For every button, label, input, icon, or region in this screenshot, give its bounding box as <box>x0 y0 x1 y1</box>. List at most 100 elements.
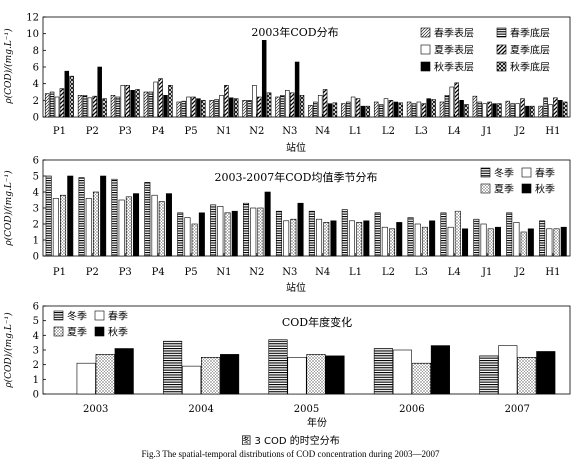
bar <box>498 345 518 395</box>
x-axis-label: 年份 <box>307 416 327 429</box>
bar <box>487 228 494 257</box>
y-tick-label: 0 <box>33 113 39 124</box>
bar <box>165 193 172 257</box>
bar <box>360 105 366 118</box>
bar <box>411 362 431 395</box>
bar <box>406 101 412 118</box>
bar <box>97 66 102 118</box>
bar <box>210 204 217 257</box>
bar <box>332 102 338 118</box>
legend-label: 冬季 <box>67 310 87 323</box>
bar <box>539 220 546 257</box>
bar <box>49 91 55 118</box>
bar <box>444 95 450 118</box>
bar <box>252 85 257 118</box>
bar <box>100 175 107 257</box>
bar <box>250 207 257 257</box>
x-category-label: 2003 <box>83 404 108 415</box>
bar <box>543 97 548 118</box>
y-axis-label: ρ(COD)/(mg.L⁻¹) <box>3 170 14 247</box>
bar <box>381 226 388 257</box>
bar <box>76 362 96 395</box>
y-tick-label: 1 <box>33 375 39 386</box>
bar <box>111 178 118 257</box>
legend-swatch <box>521 167 532 178</box>
bar <box>120 85 126 118</box>
bar <box>487 101 492 118</box>
bar <box>176 101 182 118</box>
bar <box>229 97 234 118</box>
bar <box>383 98 389 118</box>
x-category-label: J1 <box>481 267 492 278</box>
bar <box>45 175 52 257</box>
bar <box>287 357 307 395</box>
y-tick-label: 5 <box>33 172 39 183</box>
y-tick-label: 4 <box>33 188 39 199</box>
bar <box>517 357 537 395</box>
chart-title: 2003-2007年COD均值季节分布 <box>215 170 378 184</box>
bar <box>242 100 247 118</box>
legend-swatch <box>420 61 431 72</box>
legend-swatch <box>53 310 64 321</box>
bar <box>114 348 134 395</box>
bar <box>454 82 459 118</box>
legend-label: 夏季 <box>494 184 514 196</box>
y-tick-label: 4 <box>33 331 39 342</box>
bar <box>345 101 351 118</box>
x-category-label: L4 <box>448 267 461 278</box>
legend-label: 夏季表层 <box>434 44 474 57</box>
legend-label: 夏季 <box>67 327 87 339</box>
bar <box>421 103 427 118</box>
bar <box>110 95 116 118</box>
y-tick-label: 5 <box>33 316 39 327</box>
x-category-label: N1 <box>216 267 231 278</box>
bar <box>392 349 412 395</box>
bar <box>191 223 198 257</box>
legend-label: 夏季底层 <box>510 44 550 57</box>
bar <box>429 220 436 257</box>
bar <box>133 193 140 257</box>
bar <box>64 70 70 118</box>
bar <box>553 228 560 257</box>
x-category-label: P5 <box>185 126 198 137</box>
bar <box>275 96 280 118</box>
bar <box>520 231 527 257</box>
bar <box>186 96 191 118</box>
bar <box>231 210 238 257</box>
bar <box>125 85 130 118</box>
bar <box>431 99 436 118</box>
bar <box>341 103 346 118</box>
bar <box>214 99 219 118</box>
legend-swatch <box>521 183 532 194</box>
bar <box>527 228 534 257</box>
bar <box>224 212 231 257</box>
bar <box>497 103 502 118</box>
x-category-label: J2 <box>514 267 525 278</box>
bar <box>396 222 403 257</box>
bar <box>201 100 206 118</box>
bar <box>209 100 214 118</box>
bar <box>148 91 154 118</box>
legend-label: 秋季 <box>535 183 555 196</box>
bar <box>115 96 121 118</box>
bar <box>520 98 525 118</box>
legend-label: 春季 <box>535 168 555 180</box>
bar <box>538 105 543 118</box>
bar <box>378 104 384 118</box>
legend-swatch <box>94 326 105 337</box>
bar <box>44 93 50 118</box>
bar <box>268 339 288 395</box>
x-category-label: N3 <box>282 126 297 137</box>
legend-swatch <box>420 27 431 38</box>
x-category-label: P3 <box>119 126 132 137</box>
bar <box>562 101 568 118</box>
bar <box>316 218 323 257</box>
bar <box>285 90 290 118</box>
y-tick-label: 2 <box>33 220 39 231</box>
x-category-label: N2 <box>249 267 264 278</box>
y-tick-label: 3 <box>33 204 39 215</box>
bar <box>480 223 487 257</box>
bar <box>536 351 556 395</box>
y-tick-label: 4 <box>33 79 39 90</box>
legend-swatch <box>480 183 491 194</box>
